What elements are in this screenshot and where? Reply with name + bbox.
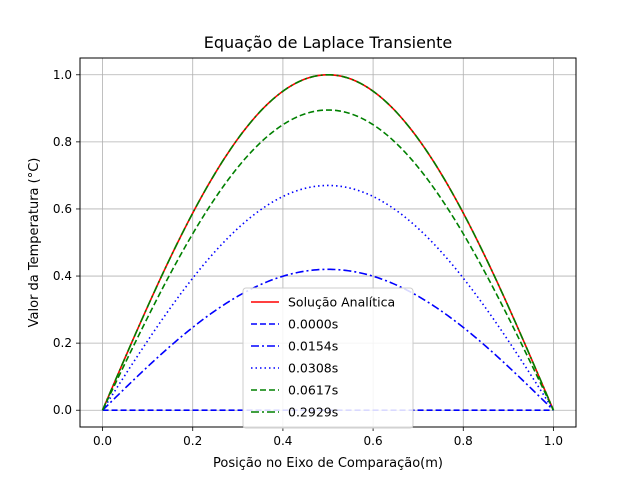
chart-title: Equação de Laplace Transiente (204, 33, 452, 52)
series-line-3 (101, 184, 555, 411)
series-line-2 (101, 268, 555, 411)
x-tick-label: 0.8 (454, 434, 473, 448)
series-line-5 (101, 73, 555, 411)
legend-label-4: 0.0617s (288, 383, 338, 398)
legend-box (242, 287, 414, 429)
y-tick-label: 0.2 (53, 336, 72, 350)
legend-label-0: Solução Analítica (288, 295, 395, 310)
series-line-4 (101, 109, 555, 411)
y-tick-label: 1.0 (53, 68, 72, 82)
y-tick-label: 0.6 (53, 202, 72, 216)
x-tick-label: 0.4 (273, 434, 292, 448)
legend: Solução Analítica 0.0000s 0.0154s 0.0308s 0.… (242, 287, 414, 429)
x-tick-label: 1.0 (544, 434, 563, 448)
x-tick-label: 0.0 (93, 434, 112, 448)
legend-label-3: 0.0308s (288, 361, 338, 376)
x-axis-label: Posição no Eixo de Comparação(m) (213, 456, 443, 471)
y-tick-label: 0.8 (53, 135, 72, 149)
x-tick-label: 0.6 (364, 434, 383, 448)
y-tick-label: 0.0 (53, 403, 72, 417)
x-tick-label: 0.2 (183, 434, 202, 448)
grid (80, 58, 576, 427)
axis-ticks: 0.0 0.2 0.4 0.6 0.8 1.0 0.0 0.2 0.4 0.6 0.8 1.0 (53, 68, 563, 448)
legend-label-1: 0.0000s (288, 317, 338, 332)
y-tick-label: 0.4 (53, 269, 72, 283)
legend-label-2: 0.0154s (288, 339, 338, 354)
y-axis-label: Valor da Temperatura (°C) (27, 158, 42, 328)
legend-label-5: 0.2929s (288, 405, 338, 420)
